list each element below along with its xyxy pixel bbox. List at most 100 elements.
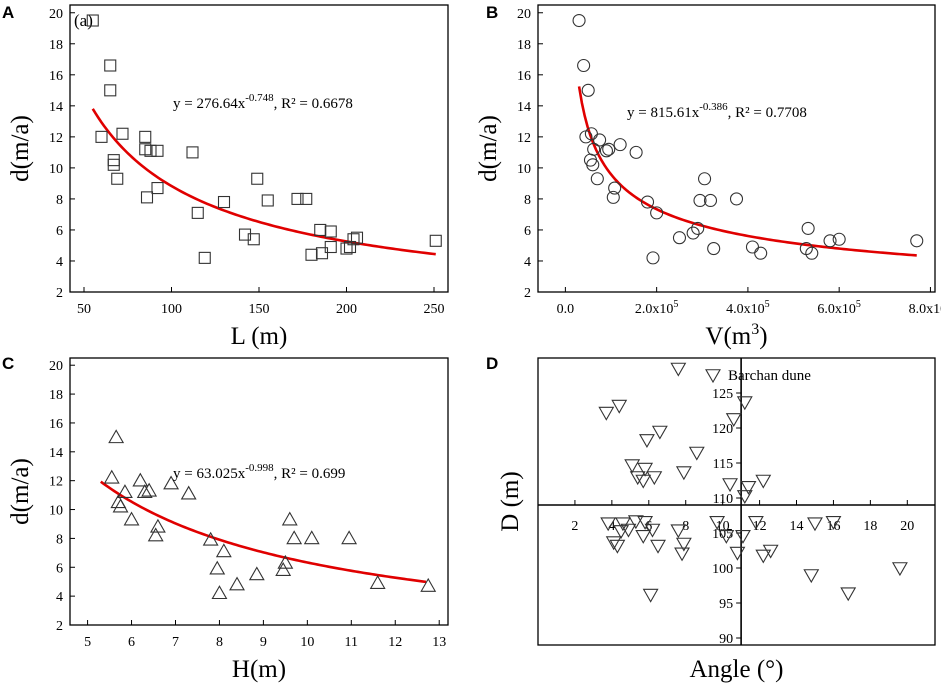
x-tick-label: 13 <box>432 635 446 650</box>
data-point <box>709 515 726 530</box>
data-point <box>650 206 664 220</box>
data-point <box>755 549 772 564</box>
panel-a: A 50 100 150 200 250 2 4 6 8 10 12 14 16 18 20 L (m) d(m/… <box>2 3 449 350</box>
fit-curve <box>100 480 427 584</box>
y-tick-label: 20 <box>49 7 63 22</box>
data-point <box>825 515 842 530</box>
data-point <box>823 234 837 248</box>
panel-letter: C <box>2 354 14 373</box>
data-point <box>891 562 908 577</box>
y-tick-label: 18 <box>49 38 63 53</box>
data-point <box>736 490 753 505</box>
data-point <box>675 466 692 481</box>
data-point <box>577 58 591 73</box>
data-point <box>587 142 601 156</box>
data-point <box>211 585 228 600</box>
data-point <box>251 172 264 185</box>
data-point <box>314 223 327 236</box>
data-point <box>672 231 687 245</box>
y-tick-label: 12 <box>517 131 531 146</box>
y-tick-label: 10 <box>517 162 531 177</box>
data-point <box>747 515 764 530</box>
data-point <box>670 524 687 539</box>
y-tick-label: 90 <box>719 632 733 647</box>
x-tick-label: 14 <box>790 519 804 534</box>
data-point <box>805 246 819 260</box>
data-point <box>163 475 180 490</box>
x-tick-label: 4 <box>608 519 615 534</box>
y-tick-label: 100 <box>712 562 733 577</box>
data-point <box>599 144 613 158</box>
data-point <box>202 531 219 546</box>
data-point <box>198 251 211 264</box>
x-tick-label: 12 <box>753 519 767 534</box>
y-tick-label: 18 <box>49 388 63 403</box>
y-tick-label: 8 <box>56 532 63 547</box>
panel-letter: A <box>2 3 14 22</box>
data-point <box>755 474 772 489</box>
y-tick-label: 10 <box>49 504 63 519</box>
data-point <box>722 478 738 493</box>
y-axis-label: d(m/a) <box>7 458 34 525</box>
fit-equation: y = 276.64x-0.748, R² = 0.6678 <box>173 92 353 112</box>
data-point <box>725 413 742 428</box>
data-point <box>209 560 226 575</box>
data-point <box>638 434 655 449</box>
data-point <box>147 527 164 542</box>
y-axis-label: d(m/a) <box>475 115 502 182</box>
data-point <box>112 498 129 513</box>
y-tick-label: 4 <box>524 255 531 270</box>
data-point <box>613 138 627 152</box>
data-point <box>140 191 154 204</box>
y-tick-label: 115 <box>713 457 733 472</box>
data-point <box>729 546 746 561</box>
data-point <box>215 543 232 558</box>
data-point <box>104 59 117 72</box>
data-point <box>688 446 705 461</box>
x-tick-label: 20 <box>900 519 914 534</box>
plot-frame <box>537 4 936 293</box>
data-point <box>111 172 124 185</box>
data-point <box>103 469 120 484</box>
x-tick-label: 10 <box>300 635 314 650</box>
data-point <box>691 221 705 235</box>
data-point <box>305 248 318 261</box>
panel-annotation: (a) <box>74 11 93 30</box>
y-tick-label: 8 <box>56 193 63 208</box>
data-point <box>107 154 120 167</box>
x-tick-label: 8 <box>682 519 689 534</box>
y-tick-label: 16 <box>517 69 531 84</box>
y-tick-label: 10 <box>49 162 63 177</box>
data-point <box>590 172 604 186</box>
y-tick-label: 95 <box>719 597 733 612</box>
data-point <box>144 144 157 157</box>
fit-curve <box>577 86 917 257</box>
data-point <box>686 226 700 240</box>
x-axis-label: L (m) <box>231 323 288 350</box>
data-point <box>740 480 757 495</box>
y-tick-label: 14 <box>517 100 531 115</box>
panel-letter: B <box>486 3 498 22</box>
data-point <box>584 127 598 141</box>
data-point <box>281 511 298 526</box>
data-point <box>611 399 628 414</box>
y-tick-label: 20 <box>517 7 531 22</box>
data-point <box>248 566 265 581</box>
x-tick-label: 5 <box>84 635 91 650</box>
y-tick-label: 12 <box>49 131 63 146</box>
legend-marker <box>705 369 721 384</box>
data-point <box>674 547 690 562</box>
x-tick-label: 4.0x105 <box>726 299 770 317</box>
x-tick-label: 11 <box>345 635 358 650</box>
data-point <box>729 192 744 206</box>
data-point <box>600 517 617 532</box>
x-axis-label: H(m) <box>232 656 286 683</box>
panel-letter: D <box>486 354 498 373</box>
x-tick-label: 8.0x105 <box>909 299 941 317</box>
fit-equation: y = 63.025x-0.998, R² = 0.699 <box>173 462 345 482</box>
data-point <box>675 537 692 552</box>
x-tick-label: 2 <box>571 519 578 534</box>
data-point <box>104 84 117 97</box>
data-point <box>139 130 152 143</box>
data-point <box>736 396 753 411</box>
